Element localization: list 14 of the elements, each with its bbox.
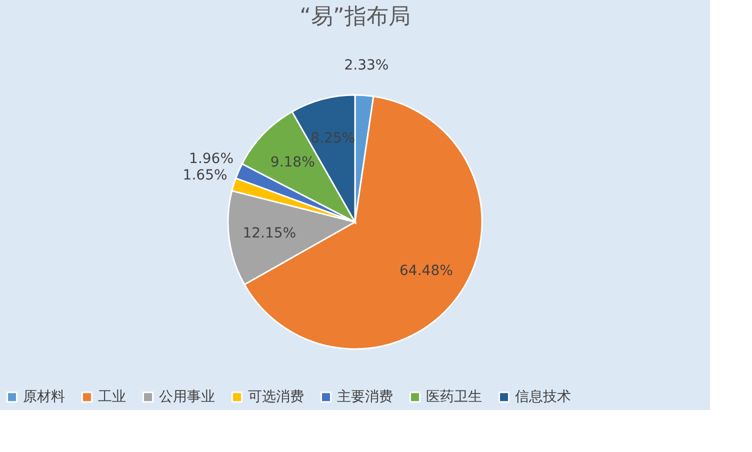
legend-label: 原材料 (23, 389, 65, 406)
chart-title: “易”指布局 (300, 4, 410, 30)
data-label: 9.18% (270, 154, 315, 170)
data-label: 1.65% (182, 168, 228, 184)
data-label: 2.33% (344, 57, 389, 74)
legend-label: 工业 (98, 389, 126, 406)
legend-label: 主要消费 (337, 389, 393, 406)
legend-label: 医药卫生 (426, 389, 482, 406)
data-label: 12.15% (242, 225, 296, 242)
legend-label: 信息技术 (515, 389, 571, 406)
data-label: 1.96% (189, 150, 234, 167)
data-label: 64.48% (400, 262, 453, 279)
legend-label: 可选消费 (248, 389, 304, 406)
legend-label: 公用事业 (159, 389, 215, 406)
